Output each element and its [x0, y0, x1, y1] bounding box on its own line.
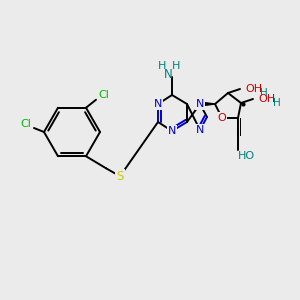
Text: O: O	[218, 113, 226, 123]
Text: H: H	[273, 98, 281, 108]
Text: HO: HO	[237, 151, 255, 161]
Text: OH: OH	[245, 84, 262, 94]
Polygon shape	[202, 102, 215, 106]
Text: S: S	[116, 170, 124, 183]
Text: Cl: Cl	[21, 119, 32, 129]
Text: N: N	[196, 99, 204, 109]
Text: H: H	[172, 61, 180, 71]
Text: N: N	[196, 125, 204, 135]
Text: N: N	[154, 99, 162, 109]
Text: H: H	[158, 61, 166, 71]
Text: N: N	[164, 68, 172, 80]
Text: OH: OH	[258, 94, 276, 104]
Text: H: H	[260, 88, 268, 98]
Text: N: N	[168, 126, 176, 136]
Text: Cl: Cl	[99, 90, 110, 100]
